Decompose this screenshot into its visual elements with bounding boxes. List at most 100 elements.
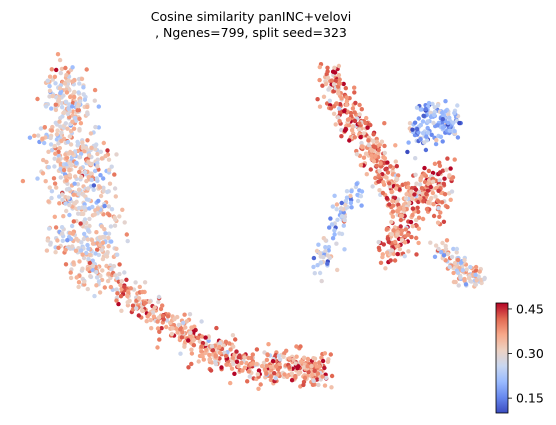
scatter-point — [390, 209, 396, 214]
scatter-point — [333, 78, 338, 84]
scatter-point — [439, 120, 445, 125]
scatter-point — [316, 382, 321, 388]
title-line-2: , Ngenes=799, split seed=323 — [155, 25, 347, 40]
scatter-point — [376, 239, 381, 245]
scatter-point — [390, 203, 396, 208]
scatter-point — [46, 149, 51, 154]
scatter-point — [264, 357, 270, 363]
scatter-point — [424, 191, 429, 197]
scatter-point — [82, 169, 88, 175]
scatter-point — [109, 207, 115, 212]
scatter-point — [406, 249, 411, 254]
scatter-point — [76, 141, 81, 146]
scatter-point — [404, 192, 409, 197]
scatter-point — [451, 270, 456, 276]
scatter-point — [71, 192, 76, 197]
scatter-point — [52, 156, 57, 161]
scatter-point — [385, 236, 391, 241]
scatter-point — [350, 106, 356, 111]
scatter-point — [347, 138, 352, 143]
scatter-point — [272, 371, 277, 376]
scatter-point — [342, 247, 347, 252]
scatter-point — [326, 248, 331, 253]
scatter-point — [462, 276, 467, 282]
scatter-point — [414, 235, 419, 241]
scatter-point — [325, 69, 330, 74]
scatter-point — [60, 197, 65, 202]
scatter-point — [281, 354, 286, 359]
scatter-point — [414, 217, 419, 223]
scatter-point — [284, 348, 289, 353]
scatter-point — [85, 237, 91, 242]
scatter-point — [421, 113, 426, 119]
scatter-point — [377, 188, 382, 193]
scatter-point — [70, 79, 75, 84]
scatter-point — [137, 284, 142, 290]
scatter-point — [60, 231, 65, 236]
scatter-point — [330, 69, 336, 74]
scatter-point — [58, 166, 63, 172]
scatter-point — [98, 149, 104, 154]
scatter-point — [56, 159, 61, 164]
scatter-point — [370, 184, 375, 189]
scatter-point — [58, 70, 63, 76]
scatter-point — [376, 147, 381, 153]
scatter-point — [410, 127, 415, 132]
scatter-point — [276, 353, 282, 358]
scatter-point — [74, 275, 79, 280]
scatter-point — [62, 81, 68, 86]
scatter-point — [86, 228, 91, 233]
scatter-point — [349, 205, 354, 210]
scatter-point — [108, 224, 114, 229]
scatter-point — [84, 67, 89, 72]
scatter-point — [76, 187, 82, 192]
scatter-point — [357, 121, 362, 126]
scatter-point — [315, 263, 320, 268]
scatter-point — [400, 228, 405, 233]
scatter-point — [416, 209, 421, 214]
scatter-point — [357, 112, 362, 117]
scatter-point — [95, 247, 100, 252]
scatter-point — [42, 140, 47, 146]
scatter-point — [53, 102, 58, 107]
scatter-point — [371, 138, 376, 144]
scatter-point — [122, 270, 127, 275]
scatter-point — [189, 347, 194, 352]
scatter-point — [407, 200, 412, 206]
scatter-point — [52, 143, 57, 149]
scatter-point — [63, 247, 68, 253]
scatter-point — [227, 341, 232, 346]
scatter-point — [435, 123, 440, 128]
scatter-point — [268, 364, 273, 370]
scatter-point — [376, 179, 381, 184]
scatter-point — [358, 163, 364, 168]
scatter-point — [393, 159, 398, 164]
scatter-point — [436, 188, 441, 193]
scatter-point — [408, 219, 414, 225]
scatter-point — [306, 369, 311, 375]
scatter-point — [95, 161, 100, 166]
scatter-point — [348, 193, 353, 199]
scatter-point — [336, 63, 342, 69]
scatter-point — [130, 307, 136, 312]
scatter-point — [321, 255, 326, 260]
scatter-point — [66, 78, 72, 83]
scatter-point — [431, 120, 436, 126]
scatter-point — [434, 137, 439, 143]
scatter-point — [451, 120, 456, 125]
scatter-point — [209, 344, 215, 349]
scatter-point — [77, 128, 82, 133]
scatter-point — [94, 230, 99, 235]
scatter-point — [440, 125, 446, 130]
scatter-point — [66, 186, 72, 191]
scatter-point — [389, 232, 394, 237]
scatter-point — [85, 138, 90, 143]
scatter-point — [425, 130, 431, 135]
scatter-point — [63, 152, 68, 157]
scatter-point — [35, 96, 40, 102]
scatter-point — [115, 291, 120, 296]
scatter-point — [186, 365, 191, 370]
scatter-point — [337, 119, 342, 124]
scatter-point — [200, 340, 206, 346]
scatter-point — [234, 349, 239, 354]
